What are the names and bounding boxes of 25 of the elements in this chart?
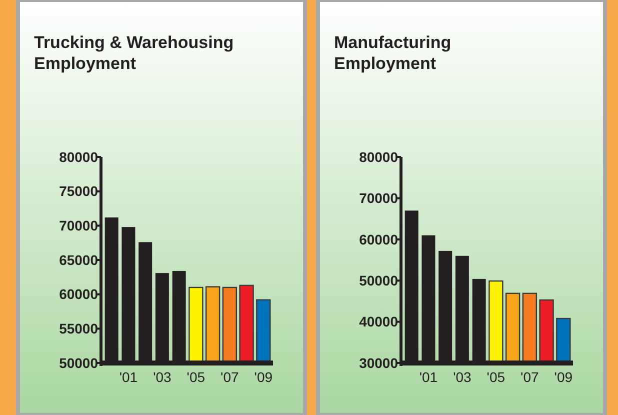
x-tick-label: '09 bbox=[254, 369, 273, 385]
x-tick-label: '05 bbox=[486, 369, 506, 385]
y-tick-label: 80000 bbox=[359, 148, 398, 165]
x-tick-label: '03 bbox=[153, 369, 172, 385]
x-tick-label: '05 bbox=[186, 369, 206, 385]
y-tick-label: 60000 bbox=[359, 231, 398, 248]
x-tick-label: '01 bbox=[119, 369, 138, 385]
y-tick-label: 30000 bbox=[359, 354, 398, 371]
y-tick-label: 50000 bbox=[59, 354, 98, 371]
x-tick-label: '03 bbox=[453, 369, 472, 385]
y-tick-label: 65000 bbox=[59, 252, 98, 268]
chart-title: Manufacturing Employment bbox=[334, 33, 452, 73]
y-tick-label: 50000 bbox=[359, 272, 398, 288]
chart-title: Trucking & Warehousing Employment bbox=[34, 33, 234, 73]
x-tick-label: '07 bbox=[220, 369, 240, 385]
y-tick-label: 75000 bbox=[59, 183, 98, 200]
y-tick-label: 55000 bbox=[59, 320, 98, 337]
x-tick-label: '07 bbox=[520, 369, 540, 385]
x-tick-label: '09 bbox=[554, 369, 573, 385]
y-tick-label: 70000 bbox=[59, 218, 98, 234]
y-tick-label: 60000 bbox=[59, 286, 98, 302]
x-tick-label: '01 bbox=[419, 369, 438, 385]
y-tick-label: 40000 bbox=[359, 314, 398, 330]
y-tick-label: 70000 bbox=[359, 190, 398, 206]
y-tick-label: 80000 bbox=[59, 148, 98, 165]
